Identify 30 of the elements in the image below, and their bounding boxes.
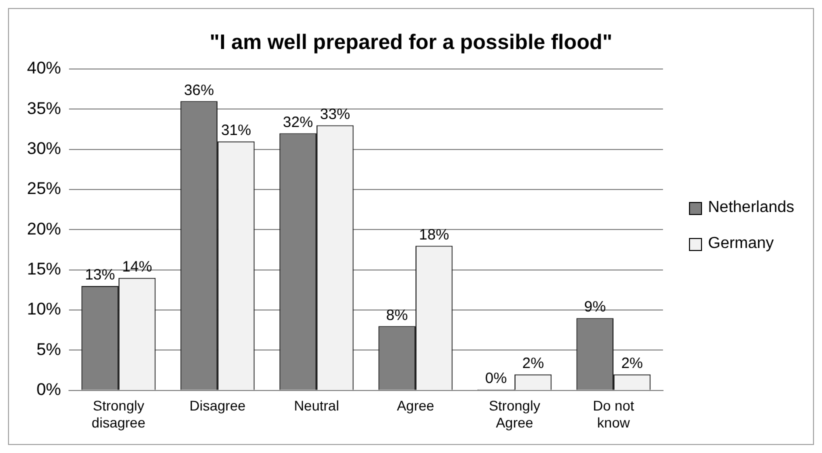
data-label: 0% [485,370,507,388]
y-tick-label: 25% [26,179,62,198]
data-label: 31% [221,122,252,139]
x-tick-label: Disagree [190,398,246,414]
data-label: 33% [320,106,350,123]
x-tick-label: Neutral [294,398,340,414]
data-label: 32% [282,114,313,131]
y-tick-label: 10% [26,300,62,319]
y-tick-label: 0% [36,380,62,400]
y-tick-label: 30% [26,139,62,158]
data-label: 9% [584,298,606,316]
data-label: 13% [84,266,115,284]
x-tick-label: Strongly Agree [488,398,540,430]
y-tick-label: 5% [36,340,62,359]
legend-label: Netherlands [708,199,794,217]
x-tick-label: Strongly disagree [92,398,146,430]
x-tick-label: Do not know [592,398,634,430]
y-tick-label: 35% [26,98,62,118]
y-tick-label: 40% [26,58,62,78]
y-tick-label: 15% [26,260,62,279]
data-label: 36% [184,82,214,99]
chart-title: "I am well prepared for a possible flood" [208,31,614,55]
data-label: 2% [522,354,544,372]
text: Germany [708,235,774,253]
data-label: 2% [621,354,643,372]
y-tick-label: 20% [26,219,62,238]
data-label: 8% [386,306,408,324]
x-tick-label: Agree [396,398,434,414]
data-label: 14% [122,258,152,276]
data-label: 18% [419,226,450,244]
